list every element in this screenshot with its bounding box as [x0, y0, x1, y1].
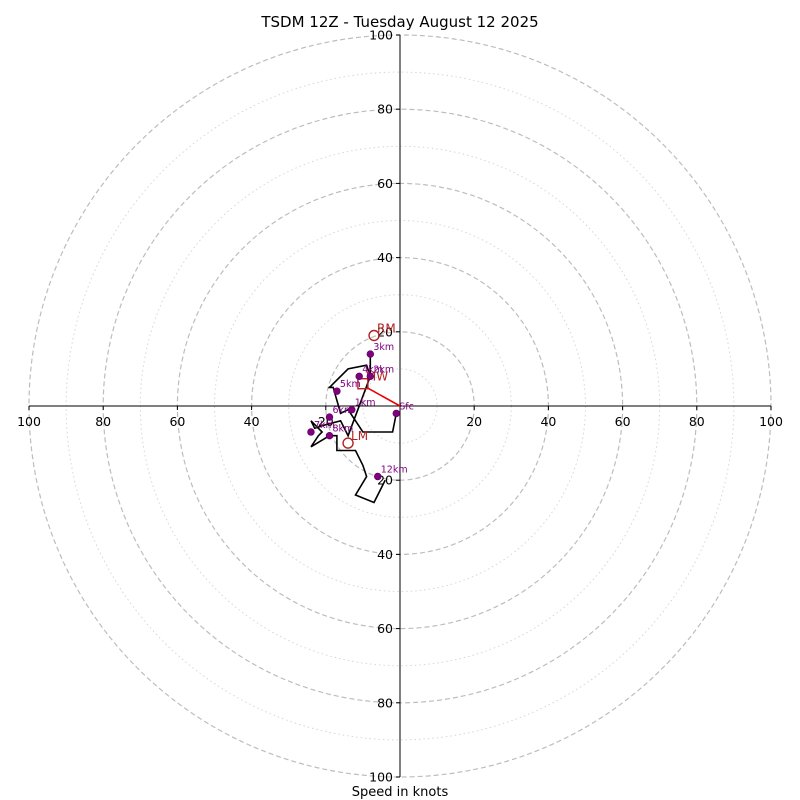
height-point-label: 5km: [340, 379, 361, 390]
x-tick-label: 60: [169, 414, 185, 429]
height-point: [392, 409, 400, 418]
y-tick-label: 80: [377, 695, 393, 710]
y-tick-label: 80: [377, 102, 393, 117]
height-point-label: 7km: [314, 420, 335, 431]
height-point: [374, 472, 382, 481]
storm-motion-marker: [357, 378, 369, 390]
height-point: [325, 413, 334, 421]
height-point: [348, 406, 356, 414]
x-tick-label: 40: [540, 414, 556, 429]
height-point-label: Sfc: [399, 401, 414, 412]
x-tick-label: 20: [466, 414, 482, 429]
height-point-label: 4km: [362, 364, 383, 375]
storm-motion-label: RM: [377, 322, 396, 336]
y-tick-label: 100: [369, 28, 393, 43]
height-point: [333, 387, 341, 395]
height-point-label: 2km: [373, 364, 394, 375]
shear-vector-line: [366, 386, 401, 407]
storm-motion-label: LM: [351, 429, 368, 443]
y-tick-label: 100: [369, 770, 393, 785]
height-point: [355, 372, 363, 381]
x-tick-label: 100: [17, 414, 41, 429]
chart-title: TSDM 12Z - Tuesday August 12 2025: [260, 13, 538, 31]
x-tick-label: 40: [244, 414, 260, 429]
x-tick-label: 80: [689, 414, 705, 429]
x-axis-label: Speed in knots: [352, 785, 449, 800]
y-tick-label: 20: [377, 324, 393, 339]
x-tick-label: 60: [615, 414, 631, 429]
height-point: [307, 428, 315, 436]
y-tick-label: 40: [377, 250, 393, 265]
height-point-label: 8km: [333, 424, 354, 435]
storm-motion-marker: [368, 329, 380, 342]
y-tick-label: 60: [377, 621, 393, 636]
height-point: [325, 431, 334, 440]
y-tick-label: 40: [377, 547, 393, 562]
height-point-label: 12km: [381, 464, 408, 475]
height-point: [366, 372, 375, 381]
shear-vector: [366, 386, 401, 407]
height-point-label: 1km: [355, 398, 376, 409]
storm-motion-marker: [342, 437, 354, 449]
height-point-label: 3km: [373, 342, 394, 353]
height-point: [366, 350, 375, 358]
height-point-label: 6km: [333, 405, 354, 416]
y-tick-label: 60: [377, 176, 393, 191]
x-tick-label: 100: [759, 414, 783, 429]
x-tick-label: 80: [95, 414, 111, 429]
